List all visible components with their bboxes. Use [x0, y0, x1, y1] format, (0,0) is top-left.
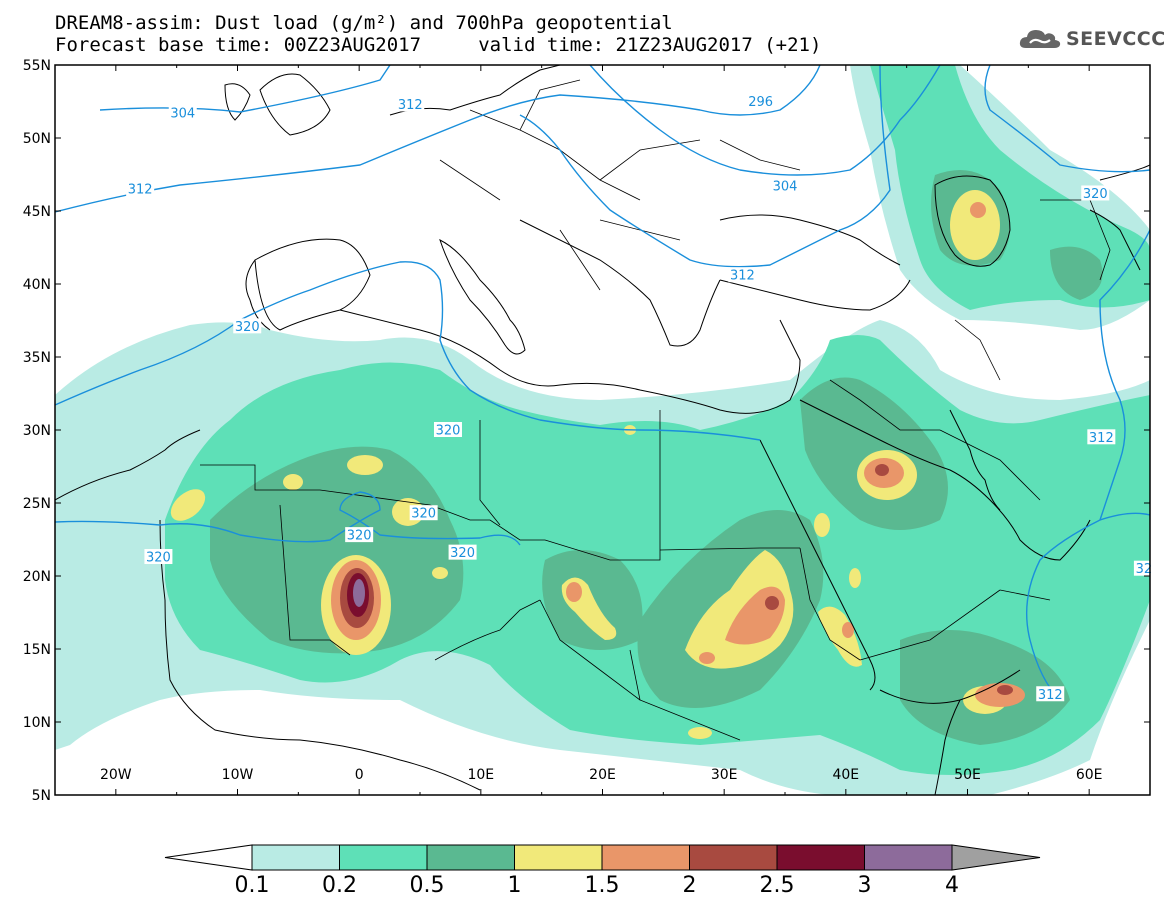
- lon-label: 20E: [589, 767, 616, 783]
- colorbar-label: 2.5: [760, 873, 795, 898]
- lat-label: 10N: [23, 715, 51, 731]
- latitude-labels: 55N 50N 45N 40N 35N 30N 25N 20N 15N 10N 5N: [23, 58, 51, 804]
- colorbar-label: 0.1: [235, 873, 270, 898]
- dust-level-3: [353, 579, 365, 607]
- contour-label-bg: [233, 318, 262, 334]
- lat-label: 55N: [23, 58, 51, 74]
- contour-label-bg: [144, 549, 173, 565]
- contour-labels: 304 312 296 304 320 312 312 320 320 312 320 320 320 3…: [126, 93, 1154, 703]
- contour-label: 320: [146, 551, 171, 566]
- colorbar-box: [689, 844, 778, 871]
- contour-label: 320: [1083, 187, 1108, 202]
- colorbar-box: [426, 844, 515, 871]
- contour-label-bg: [409, 505, 438, 521]
- lon-label: 40E: [832, 767, 859, 783]
- logo-text: SEEVCCC: [1066, 28, 1165, 50]
- contour-label-bg: [396, 96, 425, 112]
- contour-label-bg: [1081, 185, 1110, 201]
- contour-label-bg: [433, 422, 462, 437]
- contour-label-bg: [728, 267, 757, 283]
- lat-label: 30N: [23, 423, 51, 439]
- lat-label: 35N: [23, 350, 51, 366]
- dust-level-0.5: [210, 170, 1103, 745]
- contour-label-bg: [345, 527, 374, 543]
- lat-label: 45N: [23, 204, 51, 220]
- colorbar-over-triangle: [951, 844, 1041, 871]
- contour-label-bg: [1087, 429, 1116, 445]
- colorbar-box: [864, 844, 953, 871]
- longitude-labels: 20W 10W 0 10E 20E 30E 40E 50E 60E: [100, 767, 1103, 783]
- contour-label: 312: [128, 183, 153, 198]
- colorbar-label: 0.5: [410, 873, 445, 898]
- colorbar-label: 1.5: [585, 873, 620, 898]
- lon-label: 20W: [100, 767, 132, 783]
- contour-label: 312: [1089, 431, 1114, 446]
- lon-label: 10W: [222, 767, 254, 783]
- contour-label: 320: [347, 529, 372, 544]
- contour-label-bg: [448, 544, 477, 560]
- contour-label: 304: [773, 180, 798, 195]
- contour-label: 32: [1136, 562, 1153, 577]
- lon-label: 0: [355, 767, 364, 783]
- colorbar-label: 1: [508, 873, 522, 898]
- lat-label: 50N: [23, 131, 51, 147]
- colorbar-box: [339, 844, 428, 871]
- colorbar: 0.1 0.2 0.5 1 1.5 2 2.5 3 4: [164, 844, 1041, 898]
- lat-label: 40N: [23, 277, 51, 293]
- contour-label-bg: [1133, 560, 1154, 576]
- contour-label: 320: [436, 424, 461, 439]
- contour-label: 312: [730, 269, 755, 284]
- contour-label-bg: [746, 93, 775, 109]
- lat-label: 15N: [23, 642, 51, 658]
- lon-label: 60E: [1076, 767, 1103, 783]
- title-line-1: DREAM8-assim: Dust load (g/m²) and 700hP…: [55, 12, 673, 34]
- colorbar-box: [776, 844, 865, 871]
- contour-label-bg: [771, 178, 799, 194]
- contour-label: 320: [450, 546, 475, 561]
- contour-label: 296: [748, 95, 773, 110]
- axis-ticks: [54, 64, 1151, 796]
- colorbar-box: [514, 844, 603, 871]
- lat-label: 20N: [23, 569, 51, 585]
- lon-label: 10E: [467, 767, 494, 783]
- seevccc-logo: SEEVCCC: [1018, 26, 1165, 52]
- lat-label: 25N: [23, 496, 51, 512]
- contour-label: 312: [398, 98, 423, 113]
- lat-label: 5N: [32, 788, 51, 804]
- contour-label-bg: [168, 105, 197, 121]
- cloud-logo-icon: [1019, 30, 1061, 48]
- contour-label-bg: [126, 181, 155, 197]
- colorbar-label: 4: [945, 873, 959, 898]
- colorbar-label: 3: [858, 873, 872, 898]
- lon-label: 50E: [954, 767, 981, 783]
- colorbar-label: 0.2: [322, 873, 357, 898]
- colorbar-under-triangle: [164, 844, 253, 871]
- contour-label: 304: [170, 107, 195, 122]
- title-line-2: Forecast base time: 00Z23AUG2017 valid t…: [55, 34, 822, 56]
- coastlines: [55, 65, 1150, 795]
- lon-label: 30E: [711, 767, 738, 783]
- colorbar-boxes: [164, 844, 1041, 871]
- contour-label: 320: [235, 320, 260, 335]
- contour-label: 312: [1038, 688, 1063, 703]
- colorbar-label: 2: [683, 873, 697, 898]
- colorbar-box: [601, 844, 690, 871]
- contour-label: 320: [411, 507, 436, 522]
- contour-label-bg: [1036, 686, 1065, 702]
- colorbar-labels: 0.1 0.2 0.5 1 1.5 2 2.5 3 4: [235, 873, 960, 898]
- colorbar-box: [251, 844, 340, 871]
- geopotential-contours: [55, 65, 1150, 701]
